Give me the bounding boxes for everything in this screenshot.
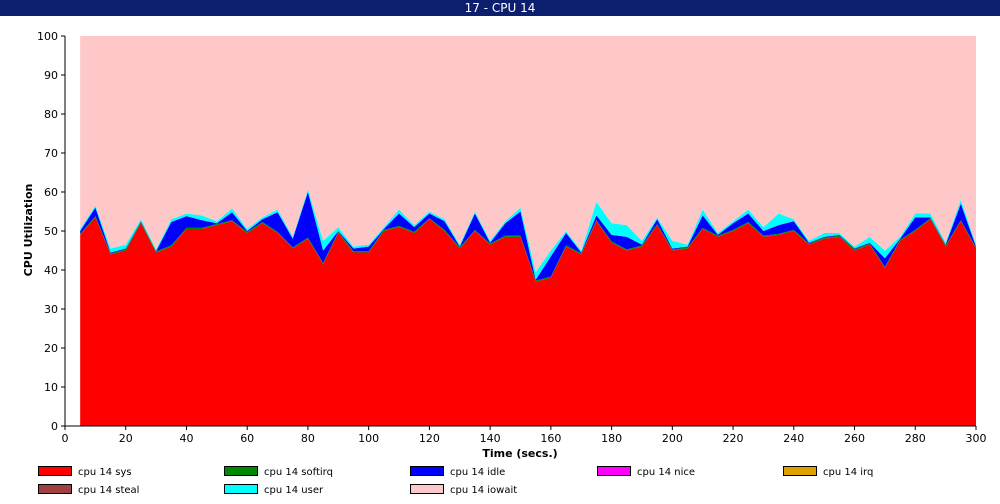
x-tick-label: 160 (540, 432, 561, 445)
legend-item-cpu-14-user: cpu 14 user (224, 484, 323, 498)
y-tick-label: 90 (44, 69, 58, 82)
legend-label: cpu 14 irq (823, 467, 874, 478)
legend-label: cpu 14 user (264, 485, 324, 496)
y-tick-label: 0 (51, 420, 58, 433)
legend-label: cpu 14 iowait (450, 485, 518, 496)
x-tick-label: 40 (179, 432, 193, 445)
x-tick-label: 180 (601, 432, 622, 445)
legend-item-cpu-14-irq: cpu 14 irq (783, 466, 873, 480)
x-tick-label: 0 (62, 432, 69, 445)
legend-swatch (597, 466, 631, 476)
legend-label: cpu 14 idle (450, 467, 506, 478)
legend-item-cpu-14-steal: cpu 14 steal (38, 484, 139, 498)
window-title: 17 - CPU 14 (464, 1, 536, 15)
legend-swatch (38, 484, 72, 494)
legend-swatch (224, 484, 258, 494)
plot-area (80, 36, 977, 426)
legend-label: cpu 14 steal (78, 485, 140, 496)
y-tick-label: 80 (44, 108, 58, 121)
axes: 0 10 20 30 40 50 60 70 80 90 100 0 20 40 60 80 100 120 140… (37, 30, 987, 445)
x-tick-label: 240 (783, 432, 804, 445)
y-axis-label: CPU Utilization (22, 184, 35, 277)
y-tick-label: 50 (44, 225, 58, 238)
y-tick-label: 10 (44, 381, 58, 394)
legend-item-cpu-14-iowait: cpu 14 iowait (410, 484, 517, 498)
series-area-cpu-14-iowait (80, 36, 977, 272)
cpu-utilization-chart: 0 10 20 30 40 50 60 70 80 90 100 0 20 40 60 80 100 120 140… (22, 30, 987, 460)
legend-swatch (410, 484, 444, 494)
legend-swatch (410, 466, 444, 476)
legend-item-cpu-14-sys: cpu 14 sys (38, 466, 132, 480)
legend-item-cpu-14-softirq: cpu 14 softirq (224, 466, 333, 480)
y-tick-label: 100 (37, 30, 58, 43)
x-tick-label: 120 (419, 432, 440, 445)
x-tick-label: 20 (119, 432, 133, 445)
y-tick-label: 60 (44, 186, 58, 199)
legend-swatch (224, 466, 258, 476)
x-tick-label: 300 (966, 432, 987, 445)
legend-swatch (38, 466, 72, 476)
x-tick-label: 220 (723, 432, 744, 445)
y-tick-label: 20 (44, 342, 58, 355)
x-tick-label: 260 (844, 432, 865, 445)
legend-label: cpu 14 sys (78, 467, 132, 478)
x-tick-label: 200 (662, 432, 683, 445)
x-tick-label: 80 (301, 432, 315, 445)
legend: cpu 14 sys cpu 14 softirq cpu 14 idle cpu 1… (0, 464, 1000, 504)
x-tick-label: 60 (240, 432, 254, 445)
legend-item-cpu-14-idle: cpu 14 idle (410, 466, 505, 480)
y-tick-label: 70 (44, 147, 58, 160)
series-area-cpu-14-idle (80, 192, 977, 281)
legend-label: cpu 14 softirq (264, 467, 333, 478)
legend-label: cpu 14 nice (637, 467, 696, 478)
legend-swatch (783, 466, 817, 476)
x-tick-label: 100 (358, 432, 379, 445)
window-title-bar: 17 - CPU 14 (0, 0, 1000, 16)
x-axis-label: Time (secs.) (482, 447, 557, 460)
series-area-cpu-14-sys (80, 217, 977, 426)
legend-item-cpu-14-nice: cpu 14 nice (597, 466, 695, 480)
x-tick-label: 140 (480, 432, 501, 445)
y-tick-label: 40 (44, 264, 58, 277)
y-tick-label: 30 (44, 303, 58, 316)
x-tick-label: 280 (905, 432, 926, 445)
